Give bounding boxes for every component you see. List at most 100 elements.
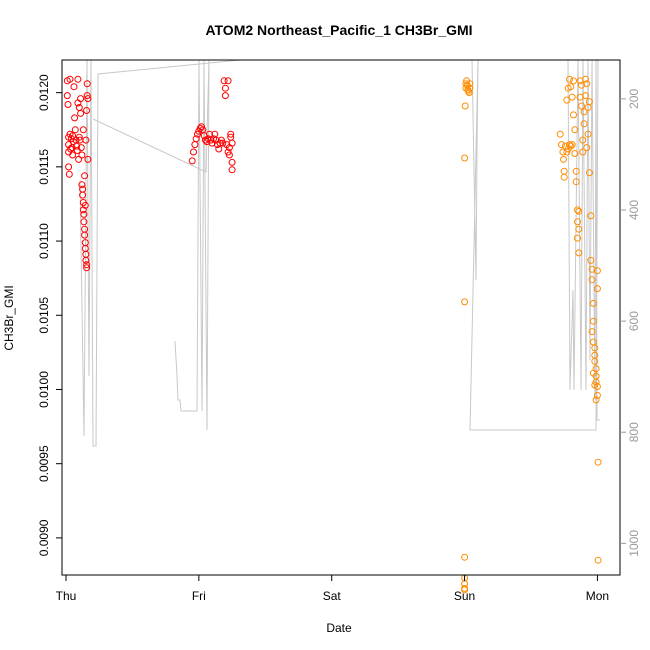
y-axis-label: CH3Br_GMI [2, 285, 16, 350]
data-point [570, 111, 577, 119]
data-point [70, 83, 78, 91]
data-point [66, 75, 74, 83]
data-point [83, 92, 91, 100]
data-point [82, 256, 90, 264]
altitude-trace-lines [79, 59, 600, 447]
data-point [224, 77, 232, 85]
data-point [71, 114, 79, 122]
data-point [575, 249, 583, 257]
chart-title: ATOM2 Northeast_Pacific_1 CH3Br_GMI [205, 22, 472, 38]
data-point [589, 369, 597, 377]
data-points [63, 75, 602, 594]
data-point [462, 80, 470, 88]
data-point [71, 126, 79, 134]
data-point [575, 207, 583, 215]
data-point [570, 77, 577, 85]
data-point [572, 167, 580, 175]
data-point [568, 93, 576, 101]
data-point [591, 344, 599, 352]
data-point [69, 151, 77, 159]
x-axis-label: Date [326, 621, 352, 635]
data-point [591, 357, 599, 365]
data-point [79, 126, 87, 134]
data-point [221, 84, 229, 92]
x-tick-label: Fri [192, 589, 206, 603]
data-point [188, 157, 196, 165]
y-tick-label: 0.0105 [37, 297, 51, 334]
data-point [81, 172, 89, 180]
data-point [466, 80, 474, 88]
data-point [587, 256, 595, 264]
data-point [559, 148, 567, 156]
data-point [593, 391, 601, 399]
y-tick-label: 0.0110 [37, 223, 51, 259]
y-tick-label: 0.0090 [37, 519, 51, 556]
data-point [568, 141, 576, 149]
y-tick-label: 0.0100 [37, 371, 51, 408]
data-point [82, 136, 90, 144]
data-point [74, 75, 82, 83]
data-point [78, 181, 86, 189]
data-point [220, 77, 228, 85]
data-point [584, 130, 592, 138]
data-point [594, 458, 602, 466]
data-point [67, 145, 75, 153]
data-point [580, 108, 588, 116]
data-point [560, 173, 568, 181]
data-point [192, 135, 200, 143]
y-right-tick-label: 400 [627, 200, 641, 220]
data-point [574, 206, 581, 214]
data-point [572, 178, 580, 186]
data-point [589, 299, 597, 307]
data-point [563, 96, 571, 104]
data-point [583, 144, 591, 152]
data-point [81, 225, 89, 233]
y-tick-label: 0.0095 [37, 445, 51, 482]
x-tick-label: Sat [323, 589, 342, 603]
data-point [567, 142, 575, 150]
data-point [227, 130, 235, 138]
x-tick-label: Mon [586, 589, 609, 603]
data-point [228, 158, 236, 166]
data-point [566, 141, 573, 149]
data-point [80, 210, 88, 218]
data-point [593, 285, 601, 293]
data-point [225, 151, 233, 159]
data-point [81, 201, 89, 209]
data-point [589, 317, 597, 325]
data-point [567, 83, 575, 91]
data-point [588, 328, 596, 336]
data-point [591, 381, 599, 389]
data-point [574, 234, 581, 242]
data-point [191, 141, 199, 149]
data-point [65, 170, 73, 178]
data-point [65, 163, 73, 171]
x-axis: Thu Fri Sat Sun Mon [56, 575, 609, 603]
data-point [73, 142, 81, 150]
data-point [583, 80, 591, 88]
data-point [556, 130, 564, 138]
data-point [81, 231, 89, 239]
data-point [571, 126, 579, 134]
data-point [190, 148, 197, 156]
data-point [461, 553, 469, 561]
data-point [461, 102, 469, 110]
data-point [465, 89, 473, 97]
data-point [461, 586, 469, 594]
data-point [63, 92, 71, 100]
data-point [83, 107, 91, 114]
y-right-tick-label: 200 [627, 89, 641, 109]
data-point [587, 212, 595, 220]
data-point [592, 396, 600, 404]
data-point [83, 264, 91, 272]
y-right-tick-label: 1000 [627, 530, 641, 557]
data-point [574, 218, 581, 226]
y-tick-label: 0.0120 [37, 74, 51, 111]
data-point [228, 166, 236, 174]
data-point [461, 154, 469, 162]
data-point [221, 92, 229, 100]
data-point [585, 98, 593, 106]
data-point [582, 75, 589, 83]
data-point [79, 191, 87, 199]
